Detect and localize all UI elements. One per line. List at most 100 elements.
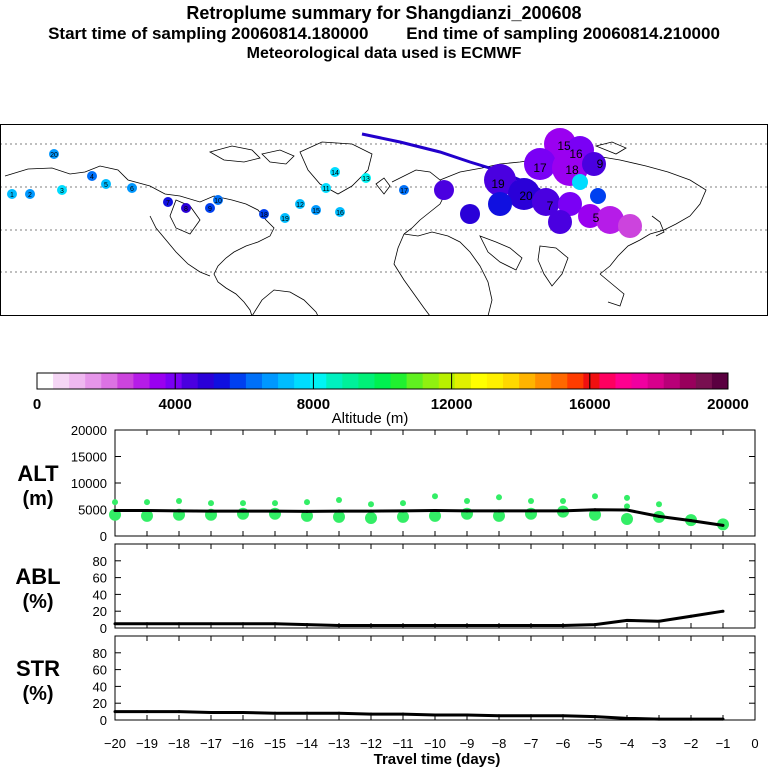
- y-tick-label: 80: [93, 646, 107, 661]
- series-point: [561, 623, 565, 627]
- y-tick-label: 20: [93, 696, 107, 711]
- series-point: [209, 622, 213, 626]
- cluster-label: 20: [50, 152, 58, 159]
- cluster-altitude-dot: [272, 500, 278, 507]
- colorbar-tick-label: 0: [33, 396, 41, 413]
- y-tick-label: 10000: [71, 476, 107, 491]
- x-tick-label: −9: [460, 736, 475, 751]
- cluster-marker: [181, 203, 191, 213]
- x-tick-label: −8: [492, 736, 507, 751]
- series-point: [529, 714, 533, 718]
- series-point: [529, 623, 533, 627]
- x-tick-label: −7: [524, 736, 539, 751]
- series-point: [305, 711, 309, 715]
- colorbar-swatch: [294, 373, 311, 389]
- panel-frame: [114, 635, 756, 721]
- y-tick-label: 20000: [71, 423, 107, 438]
- colorbar-swatches: [37, 373, 729, 389]
- colorbar-swatch: [551, 373, 568, 389]
- y-tick-label: 0: [100, 621, 107, 636]
- plume-blob: [596, 206, 624, 234]
- colorbar-swatch: [438, 373, 456, 389]
- cluster-label: 6: [130, 186, 134, 193]
- x-tick-label: −2: [684, 736, 699, 751]
- series-point: [209, 710, 213, 714]
- series-point: [241, 710, 245, 714]
- colorbar-tick-label: 4000: [159, 396, 192, 413]
- colorbar-swatch: [261, 373, 279, 389]
- plume-blob: [590, 188, 606, 204]
- cluster-altitude-dot: [208, 500, 214, 507]
- cluster-label: 9: [208, 206, 212, 213]
- y-tick-label: 20: [93, 604, 107, 619]
- cluster-marker: [205, 203, 215, 213]
- y-tick-label: 0: [100, 713, 107, 728]
- colorbar-swatch: [647, 373, 665, 389]
- colorbar-swatch: [37, 373, 54, 389]
- plume-blob: [488, 192, 512, 216]
- colorbar-swatch: [69, 373, 86, 389]
- cluster-altitude-dot: [368, 501, 374, 508]
- colorbar-swatch: [165, 373, 183, 389]
- x-tick-label: 0: [751, 736, 758, 751]
- plume-blob: [618, 214, 642, 238]
- cluster-marker: [57, 185, 67, 195]
- x-axis-title: Travel time (days): [374, 751, 501, 768]
- cluster-label: 14: [331, 170, 339, 177]
- cluster-label: 1: [10, 192, 14, 199]
- colorbar-swatch: [53, 373, 70, 389]
- colorbar-swatch: [679, 373, 697, 389]
- cluster-altitude-dot: [624, 503, 630, 510]
- series-point: [273, 622, 277, 626]
- cluster-altitude-dot: [304, 499, 310, 506]
- x-tick-label: −20: [104, 736, 126, 751]
- series-point: [689, 614, 693, 618]
- x-tick-label: −13: [328, 736, 350, 751]
- series-point: [177, 509, 181, 513]
- series-point: [113, 710, 117, 714]
- cluster-label: 13: [362, 176, 370, 183]
- plume-cluster-label: 5: [593, 211, 600, 225]
- series-point: [177, 622, 181, 626]
- series-point: [177, 710, 181, 714]
- series-point: [401, 712, 405, 716]
- cluster-marker: [25, 189, 35, 199]
- cluster-label: 16: [336, 210, 344, 217]
- cluster-altitude-dot: [141, 509, 153, 522]
- x-tick-label: −5: [588, 736, 603, 751]
- series-point: [625, 508, 629, 512]
- x-tick-label: −6: [556, 736, 571, 751]
- colorbar-swatch: [181, 373, 199, 389]
- coastlines: [4, 141, 707, 316]
- cluster-label: 4: [90, 174, 94, 181]
- cluster-marker: [311, 205, 321, 215]
- series-point: [145, 710, 149, 714]
- plume-blob: [434, 180, 454, 200]
- x-tick-label: −14: [296, 736, 318, 751]
- x-tick-label: −16: [232, 736, 254, 751]
- plume-cluster-label: 9: [597, 157, 604, 171]
- plume-cluster-label: 19: [491, 177, 505, 191]
- cluster-label: 5: [104, 182, 108, 189]
- cluster-altitude-dot: [301, 509, 313, 522]
- cluster-altitude-dot: [237, 507, 249, 520]
- colorbar-swatch: [470, 373, 488, 389]
- series-point: [369, 712, 373, 716]
- colorbar-swatch: [454, 373, 472, 389]
- series-point: [561, 714, 565, 718]
- cluster-altitude-dot: [333, 510, 345, 523]
- series-point: [657, 717, 661, 721]
- colorbar-swatch: [149, 373, 167, 389]
- colorbar-ticks: 0 4000 8000 12000 16000 20000: [33, 373, 749, 413]
- cluster-marker: [399, 185, 409, 195]
- cluster-altitude-dot: [112, 499, 118, 506]
- colorbar-swatch: [374, 373, 392, 389]
- cluster-altitude-dot: [589, 508, 601, 521]
- y-axis-title: STR: [16, 656, 60, 681]
- y-axis-title: ALT: [17, 461, 59, 486]
- cluster-altitude-dot: [429, 509, 441, 522]
- plume-blob: [558, 192, 582, 216]
- y-axis-unit: (m): [22, 488, 53, 510]
